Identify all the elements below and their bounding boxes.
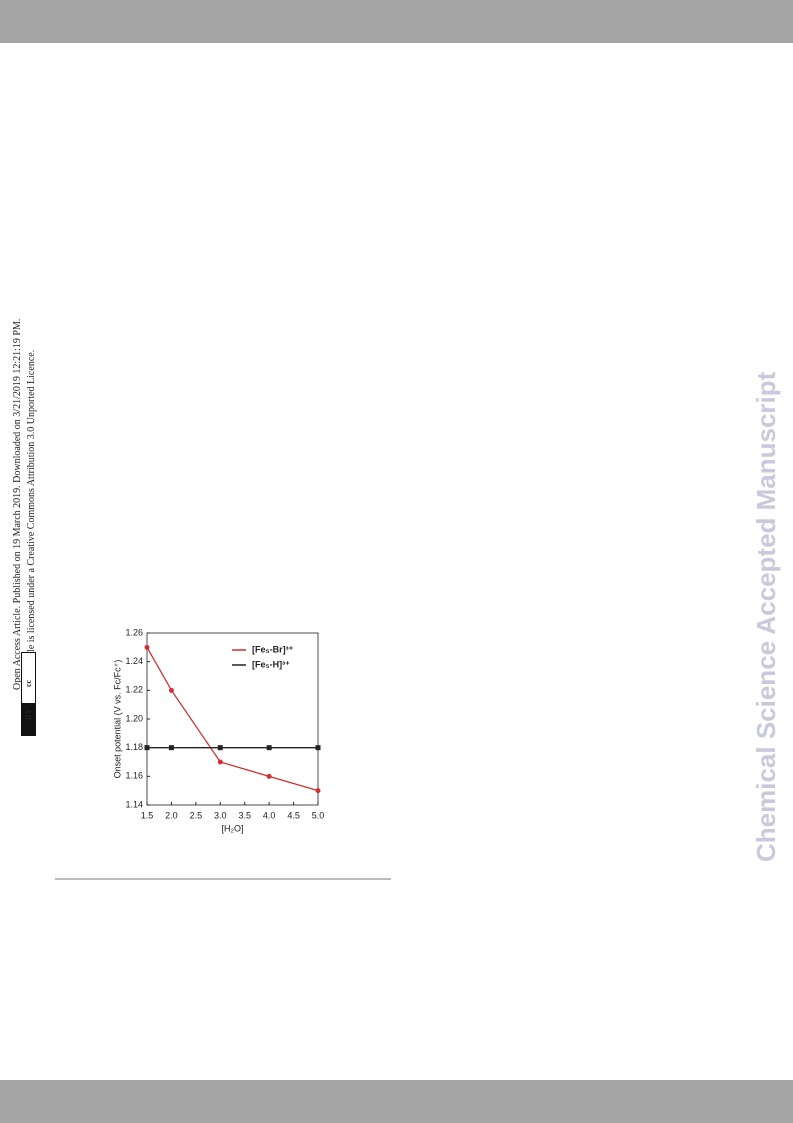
header-bar xyxy=(0,0,793,43)
sidebar-line: Open Access Article. Published on 19 Mar… xyxy=(12,319,23,690)
marker xyxy=(217,759,223,765)
x-tick-label: 2.5 xyxy=(190,810,203,820)
marker xyxy=(168,687,174,693)
y-tick-label: 1.16 xyxy=(125,771,143,781)
x-tick-label: 3.5 xyxy=(238,810,251,820)
marker xyxy=(144,644,150,650)
x-axis-label: [H₂O] xyxy=(222,823,244,833)
badge-cc: cc xyxy=(24,679,33,687)
sidebar-line: This article is licensed under a Creativ… xyxy=(26,350,37,690)
y-axis-label: Onset potential (V vs. Fc/Fc⁺) xyxy=(112,660,122,779)
y-tick-label: 1.14 xyxy=(125,799,143,809)
chart: 1.14 1.16 1.18 1.20 1.22 1.24 1.26 1.5 2.0 2.5 3.0… xyxy=(112,627,324,833)
y-tick-label: 1.26 xyxy=(125,627,143,637)
y-tick-label: 1.18 xyxy=(125,742,143,752)
marker xyxy=(144,745,150,751)
y-tick-label: 1.20 xyxy=(125,713,143,723)
badge-cc-bg xyxy=(22,653,35,703)
legend-label: [Fe₅-Br]³⁺ xyxy=(252,644,294,654)
legend-label: [Fe₅-H]³⁺ xyxy=(252,659,290,669)
y-tick-label: 1.22 xyxy=(125,685,143,695)
marker xyxy=(315,745,321,751)
series-line xyxy=(146,647,319,792)
badge-by: BY xyxy=(24,709,33,720)
x-tick-label: 5.0 xyxy=(312,810,325,820)
marker xyxy=(168,745,174,751)
x-tick-label: 4.5 xyxy=(287,810,300,820)
plot-frame xyxy=(146,632,319,806)
marker xyxy=(315,788,321,794)
x-tick-label: 4.0 xyxy=(263,810,276,820)
watermark: Chemical Science Accepted Manuscript xyxy=(751,371,781,862)
marker xyxy=(266,745,272,751)
x-tick-label: 3.0 xyxy=(214,810,227,820)
x-tick-label: 2.0 xyxy=(165,810,178,820)
marker xyxy=(217,745,223,751)
footer-bar xyxy=(0,1080,793,1123)
marker xyxy=(266,773,272,779)
cc-badge: BY cc xyxy=(21,652,36,736)
x-tick-label: 1.5 xyxy=(141,810,154,820)
y-tick-label: 1.24 xyxy=(125,656,143,666)
